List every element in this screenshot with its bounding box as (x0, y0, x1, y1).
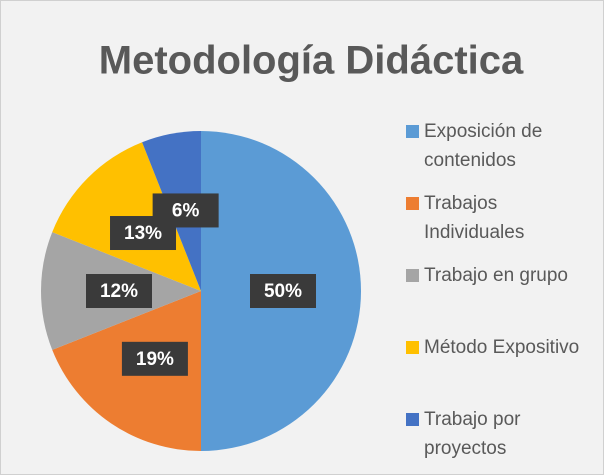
chart-title: Metodología Didáctica (99, 39, 524, 83)
legend-label: Trabajo en grupo (424, 265, 569, 286)
data-label: 13% (124, 223, 162, 244)
legend-swatch (406, 125, 419, 138)
legend-swatch (406, 413, 419, 426)
data-label: 19% (136, 349, 174, 370)
legend: Exposición de contenidos Trabajos Individ… (406, 117, 596, 474)
data-label-box (250, 274, 316, 308)
data-label: 50% (264, 281, 302, 302)
legend-swatch (406, 197, 419, 210)
legend-swatch (406, 341, 419, 354)
data-label: 12% (100, 281, 138, 302)
legend-item: Trabajo en grupo (406, 261, 596, 333)
legend-label: Trabajo por proyectos (424, 409, 521, 459)
data-label-box (121, 341, 188, 376)
legend-item: Exposición de contenidos (406, 117, 596, 189)
legend-swatch (406, 269, 419, 282)
legend-label: Exposición de contenidos (424, 121, 543, 171)
data-label-box (86, 274, 152, 308)
data-label: 6% (172, 200, 200, 221)
legend-item: Trabajos Individuales (406, 189, 596, 261)
legend-item: Método Expositivo (406, 333, 596, 405)
data-label-box (152, 193, 219, 228)
legend-item: Trabajo por proyectos (406, 405, 596, 474)
legend-label: Método Expositivo (424, 337, 580, 358)
legend-label: Trabajos Individuales (424, 193, 525, 243)
